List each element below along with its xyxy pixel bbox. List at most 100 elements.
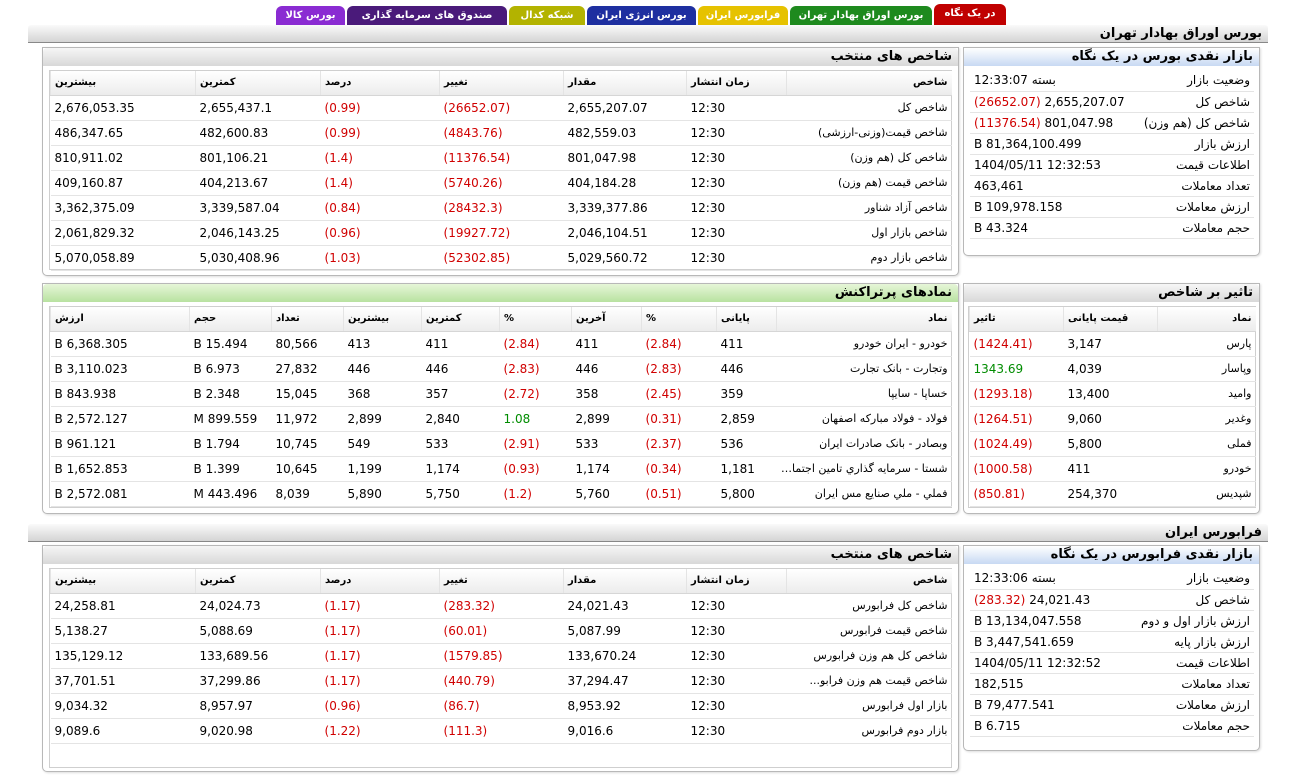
- table-row[interactable]: بازار اول فرابورس 12:30 8,953.92 (86.7) (0.9…: [50, 693, 952, 719]
- column-header[interactable]: شاخص: [786, 569, 952, 594]
- row-value-cell: 1343.69: [969, 356, 1064, 382]
- table-row[interactable]: شاخص آزاد شناور 12:30 3,339,377.86 (28432.3…: [50, 195, 952, 221]
- table-row[interactable]: شاخص قیمت(وزنی-ارزشی) 12:30 482,559.03 (484…: [50, 120, 952, 146]
- tse-summary-table: وضعیت بازار بسته 12:33:07 شاخص کل (26652.07…: [970, 70, 1254, 239]
- table-row[interactable]: خساپا - سایپا 359 (2.45) 358 (2.72) 357 368 15,…: [50, 381, 952, 407]
- tab-energy[interactable]: بورس انرژی ایران: [587, 6, 696, 26]
- row-value-cell: 413: [343, 331, 422, 357]
- column-header[interactable]: آخرین: [571, 307, 642, 332]
- row-value-cell: 358: [571, 381, 642, 407]
- tab-commodity[interactable]: بورس کالا: [276, 6, 345, 26]
- row-value-cell: (2.45): [641, 381, 717, 407]
- row-value-cell: 368: [343, 381, 422, 407]
- table-row[interactable]: فملي - ملي صنايع مس ايران 5,800 (0.51) 5,76…: [50, 481, 952, 507]
- table-row[interactable]: وامید 13,400 (1293.18): [969, 381, 1256, 407]
- table-row[interactable]: فولاد - فولاد مبارکه اصفهان 2,859 (0.31) 2,…: [50, 406, 952, 432]
- table-row[interactable]: وتجارت - بانک تجارت 446 (2.83) 446 (2.83) 446…: [50, 356, 952, 382]
- row-value-cell: 1,181: [716, 456, 777, 482]
- table-row[interactable]: فملی 5,800 (1024.49): [969, 431, 1256, 457]
- summary-value-cell: 182,515: [970, 673, 1124, 695]
- summary-value-cell: B 3,447,541.659: [970, 631, 1124, 653]
- summary-value-cell: B 6.715: [970, 715, 1124, 737]
- summary-row: ارزش بازار اول و دوم B 13,134,047.558: [970, 610, 1254, 632]
- row-value-cell: 12:30: [686, 195, 787, 221]
- column-header[interactable]: قیمت پایانی: [1063, 307, 1158, 332]
- row-value-cell: 15.494 B: [189, 331, 272, 357]
- table-row[interactable]: خودرو 411 (1000.58): [969, 456, 1256, 482]
- tab-ifb[interactable]: فرابورس ایران: [698, 6, 788, 26]
- row-value-cell: 12:30: [686, 693, 787, 719]
- row-name-cell: خساپا - سایپا: [776, 381, 952, 407]
- tab-codal[interactable]: شبکه کدال: [509, 6, 585, 26]
- table-row[interactable]: شاخص قیمت هم وزن فرابو... 12:30 37,294.47(…: [50, 668, 952, 694]
- tab-tse[interactable]: بورس اوراق بهادار تهران: [790, 6, 932, 26]
- summary-label: شاخص کل: [1124, 589, 1254, 611]
- row-name-cell: شستا - سرمایه گذاري تامين اجتماعي: [776, 456, 952, 482]
- tab-overview[interactable]: در یک نگاه: [934, 4, 1006, 26]
- column-header[interactable]: بیشترین: [343, 307, 422, 332]
- table-row[interactable]: شاخص کل 12:30 2,655,207.07 (26652.07) (0.99)…: [50, 95, 952, 121]
- table-row[interactable]: شاخص کل هم وزن فرابورس 12:30 133,670.24 (15…: [50, 643, 952, 669]
- summary-value: B 109,978.158: [974, 199, 1063, 214]
- table-row[interactable]: شستا - سرمایه گذاري تامين اجتماعي 1,181 (0…: [50, 456, 952, 482]
- column-header[interactable]: نماد: [1157, 307, 1256, 332]
- column-header[interactable]: زمان انتشار: [686, 569, 787, 594]
- column-header[interactable]: %: [641, 307, 717, 332]
- column-header[interactable]: تغییر: [439, 71, 564, 96]
- table-row[interactable]: شاخص کل (هم وزن) 12:30 801,047.98 (11376.54…: [50, 145, 952, 171]
- column-header[interactable]: کمترین: [195, 569, 321, 594]
- column-header[interactable]: کمترین: [195, 71, 321, 96]
- table-row[interactable]: پارس 3,147 (1424.41): [969, 331, 1256, 357]
- row-value-cell: (0.31): [641, 406, 717, 432]
- row-value-cell: 2,676,053.35: [50, 95, 196, 121]
- row-value-cell: 12:30: [686, 245, 787, 271]
- summary-row: اطلاعات قیمت 1404/05/11 12:32:52: [970, 652, 1254, 674]
- column-header[interactable]: بیشترین: [50, 71, 196, 96]
- column-header[interactable]: شاخص: [786, 71, 952, 96]
- summary-value: B 43.324: [974, 220, 1029, 235]
- row-value-cell: 12:30: [686, 618, 787, 644]
- row-value-cell: 2,046,104.51: [563, 220, 687, 246]
- column-header[interactable]: کمترین: [421, 307, 500, 332]
- summary-change: (283.32): [974, 592, 1026, 607]
- column-header[interactable]: پایانی: [716, 307, 777, 332]
- table-row[interactable]: شاخص قیمت (هم وزن) 12:30 404,184.28 (5740.2…: [50, 170, 952, 196]
- row-value-cell: (2.72): [499, 381, 572, 407]
- column-header[interactable]: نماد: [776, 307, 952, 332]
- row-value-cell: 2,859: [716, 406, 777, 432]
- column-header[interactable]: تعداد: [271, 307, 344, 332]
- table-row[interactable]: شاخص بازار دوم 12:30 5,029,560.72 (52302.85…: [50, 245, 952, 271]
- table-row[interactable]: خودرو - ایران خودرو 411 (2.84) 411 (2.84) 411…: [50, 331, 952, 357]
- column-header[interactable]: مقدار: [563, 71, 687, 96]
- column-header[interactable]: حجم: [189, 307, 272, 332]
- table-row[interactable]: وغدیر 9,060 (1264.51): [969, 406, 1256, 432]
- column-header[interactable]: بیشترین: [50, 569, 196, 594]
- column-header[interactable]: ارزش: [50, 307, 190, 332]
- table-row[interactable]: بازار دوم فرابورس 12:30 9,016.6 (111.3) (1.2…: [50, 718, 952, 744]
- column-header[interactable]: مقدار: [563, 569, 687, 594]
- table-row[interactable]: شپدیس 254,370 (850.81): [969, 481, 1256, 507]
- row-value-cell: 12:30: [686, 95, 787, 121]
- column-header[interactable]: زمان انتشار: [686, 71, 787, 96]
- row-name-cell: شاخص بازار اول: [786, 220, 952, 246]
- ifb-summary-panel: بازار نقدی فرابورس در یک نگاه وضعیت بازا…: [963, 545, 1260, 751]
- table-row[interactable]: شاخص بازار اول 12:30 2,046,104.51 (19927.72…: [50, 220, 952, 246]
- row-value-cell: 2,899: [343, 406, 422, 432]
- tab-funds[interactable]: صندوق های سرمایه گذاری: [347, 6, 507, 26]
- table-row[interactable]: شاخص کل فرابورس 12:30 24,021.43 (283.32) (1.…: [50, 593, 952, 619]
- summary-row: تعداد معاملات 463,461: [970, 175, 1254, 197]
- table-row[interactable]: وبصادر - بانک صادرات ایران 536 (2.37) 533 (2…: [50, 431, 952, 457]
- column-header[interactable]: %: [499, 307, 572, 332]
- column-header[interactable]: تاثیر: [969, 307, 1064, 332]
- column-header[interactable]: درصد: [320, 569, 440, 594]
- row-value-cell: 3,110.023 B: [50, 356, 190, 382]
- row-value-cell: 411: [1063, 456, 1158, 482]
- table-row[interactable]: شاخص قیمت فرابورس 12:30 5,087.99 (60.01) (1.…: [50, 618, 952, 644]
- summary-value-cell: B 109,978.158: [970, 196, 1124, 218]
- table-row[interactable]: وپاسار 4,039 1343.69: [969, 356, 1256, 382]
- column-header[interactable]: تغییر: [439, 569, 564, 594]
- row-value-cell: (2.84): [641, 331, 717, 357]
- summary-value-cell: (283.32) 24,021.43: [970, 589, 1124, 611]
- column-header[interactable]: درصد: [320, 71, 440, 96]
- tab-label: بورس اوراق بهادار تهران: [798, 10, 924, 21]
